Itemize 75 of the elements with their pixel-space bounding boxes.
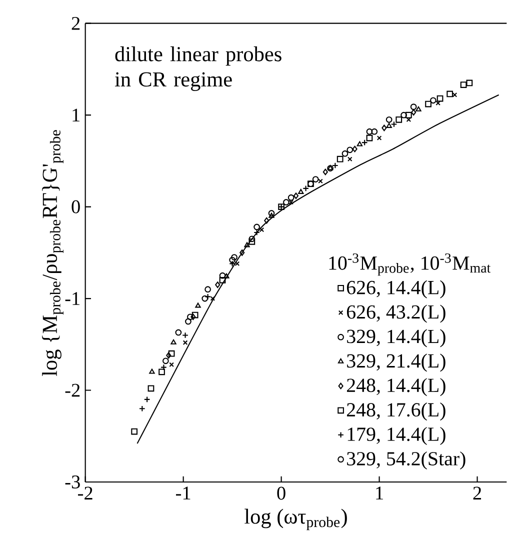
y-tick-label: 2	[72, 16, 80, 30]
point	[248, 236, 256, 242]
y-tick-label: 1	[72, 108, 80, 122]
x-axis-title: log (ωτ$_{probe}$)	[244, 508, 347, 530]
line-series	[136, 94, 500, 444]
point	[425, 100, 432, 108]
point	[231, 254, 238, 260]
y-axis-title: log {M$_{probe}$/ρυ$_{probe}$RT}G'$_{probe}$	[42, 130, 64, 376]
legend-label: 329, 21.4(L)	[347, 354, 446, 372]
point	[210, 296, 216, 301]
y-tick-label: -1	[65, 292, 80, 305]
point	[288, 194, 294, 201]
point	[336, 156, 344, 162]
legend-label: 329, 14.4(L)	[347, 329, 446, 348]
point	[342, 150, 348, 157]
point	[204, 286, 212, 293]
point	[158, 368, 165, 376]
point	[182, 340, 188, 345]
point	[185, 318, 192, 325]
point	[175, 329, 182, 336]
point	[382, 124, 387, 132]
point	[168, 350, 175, 357]
point	[346, 146, 354, 154]
point	[190, 314, 196, 320]
point	[293, 192, 299, 199]
point	[460, 82, 467, 88]
legend-label: 626, 14.4(L)	[346, 280, 446, 298]
point	[406, 117, 412, 122]
point	[352, 146, 358, 152]
point	[268, 212, 274, 218]
point	[131, 428, 138, 435]
x-tick-label: 1	[376, 486, 383, 500]
legend-title: 10$^{-3}$M$_{probe}$, 10$^{-3}$M$_{mat}$	[329, 253, 491, 276]
point	[162, 358, 169, 364]
x-tick-label: -1	[176, 486, 190, 500]
point	[366, 134, 373, 142]
legend-label: 179, 14.4(L)	[348, 426, 446, 446]
y-tick-label: 0	[72, 200, 80, 214]
point	[312, 176, 319, 182]
legend-label: 248, 14.4(L)	[346, 378, 446, 396]
point	[376, 136, 382, 140]
point	[386, 116, 392, 123]
point	[166, 352, 172, 359]
legend-label: 329, 54.2(Star)	[347, 451, 466, 470]
point	[268, 210, 275, 216]
y-tick-label: -2	[65, 384, 80, 397]
point	[446, 90, 454, 98]
legend-label: 626, 43.2(L)	[346, 304, 446, 323]
point	[195, 302, 201, 308]
y-tick-label: -3	[65, 476, 80, 488]
point	[264, 217, 270, 224]
x-tick-label: 0	[277, 486, 286, 500]
legend-label: 248, 17.6(L)	[346, 402, 446, 421]
point	[466, 80, 473, 86]
point	[234, 261, 240, 266]
point	[371, 128, 378, 135]
point	[322, 168, 328, 176]
x-tick-label: 2	[473, 486, 482, 500]
point	[149, 368, 155, 374]
point	[219, 272, 226, 279]
point	[148, 385, 154, 392]
point	[240, 249, 245, 256]
annotation: dilute linear probes in CR regime	[114, 46, 282, 91]
point	[318, 178, 323, 184]
point	[229, 256, 236, 264]
point	[169, 362, 174, 367]
point	[366, 128, 373, 135]
point	[259, 227, 264, 232]
point	[436, 100, 440, 106]
point	[396, 116, 402, 123]
point	[202, 295, 208, 302]
point	[170, 339, 176, 344]
point	[411, 109, 416, 116]
point	[254, 224, 260, 230]
point	[347, 156, 352, 162]
